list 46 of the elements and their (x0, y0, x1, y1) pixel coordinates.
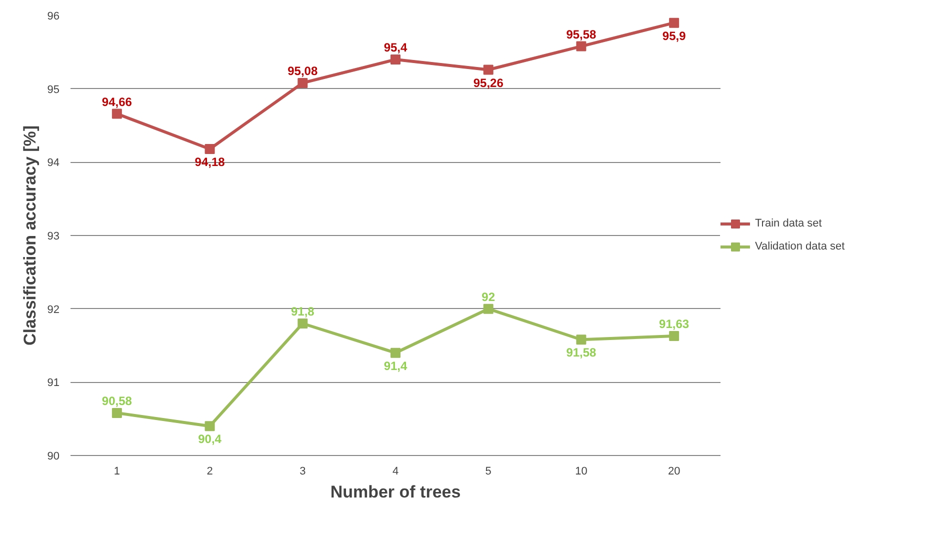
y-tick-label: 91 (47, 377, 60, 390)
y-axis-title: Classification accuracy [%] (20, 125, 40, 346)
x-tick-label: 2 (206, 466, 213, 478)
x-tick-label: 1 (114, 466, 120, 478)
x-tick-label: 10 (575, 466, 588, 478)
point (112, 108, 122, 119)
legend-label: Validation data set (755, 240, 845, 252)
x-tick-label: 5 (485, 466, 492, 478)
point (576, 334, 586, 345)
point (112, 408, 122, 418)
data-label: 95,9 (662, 28, 686, 43)
point (204, 144, 215, 154)
data-label: 95,4 (384, 40, 408, 54)
point (669, 330, 680, 341)
point (483, 304, 494, 314)
point (298, 78, 308, 88)
data-label: 95,58 (566, 27, 597, 42)
y-tick-label: 94 (47, 157, 60, 170)
x-tick-label: 4 (392, 466, 399, 478)
x-tick-label: 3 (300, 466, 306, 478)
point (669, 18, 680, 28)
point (204, 421, 215, 432)
data-label: 90,58 (102, 394, 132, 408)
data-label: 94,66 (102, 94, 132, 109)
data-label: 91,4 (384, 358, 408, 373)
point (483, 64, 494, 75)
data-label: 91,63 (659, 316, 690, 331)
data-label: 91,58 (566, 346, 597, 360)
y-tick-label: 95 (47, 84, 60, 96)
data-label: 95,26 (473, 76, 504, 90)
data-label: 92 (482, 290, 496, 304)
x-tick-label: 20 (668, 466, 680, 478)
y-tick-label: 93 (47, 230, 60, 242)
point (390, 348, 400, 358)
point (298, 318, 308, 328)
data-label: 91,8 (290, 304, 315, 318)
point (576, 41, 586, 52)
data-label: 94,18 (194, 154, 226, 169)
y-tick-label: 92 (47, 304, 60, 316)
y-tick-label: 96 (47, 10, 60, 22)
point (390, 54, 400, 64)
data-label: 95,08 (288, 64, 318, 78)
x-axis-title: Number of trees (330, 482, 461, 502)
legend-label: Train data set (755, 218, 822, 230)
y-tick-label: 90 (47, 450, 60, 462)
data-label: 90,4 (198, 432, 222, 446)
